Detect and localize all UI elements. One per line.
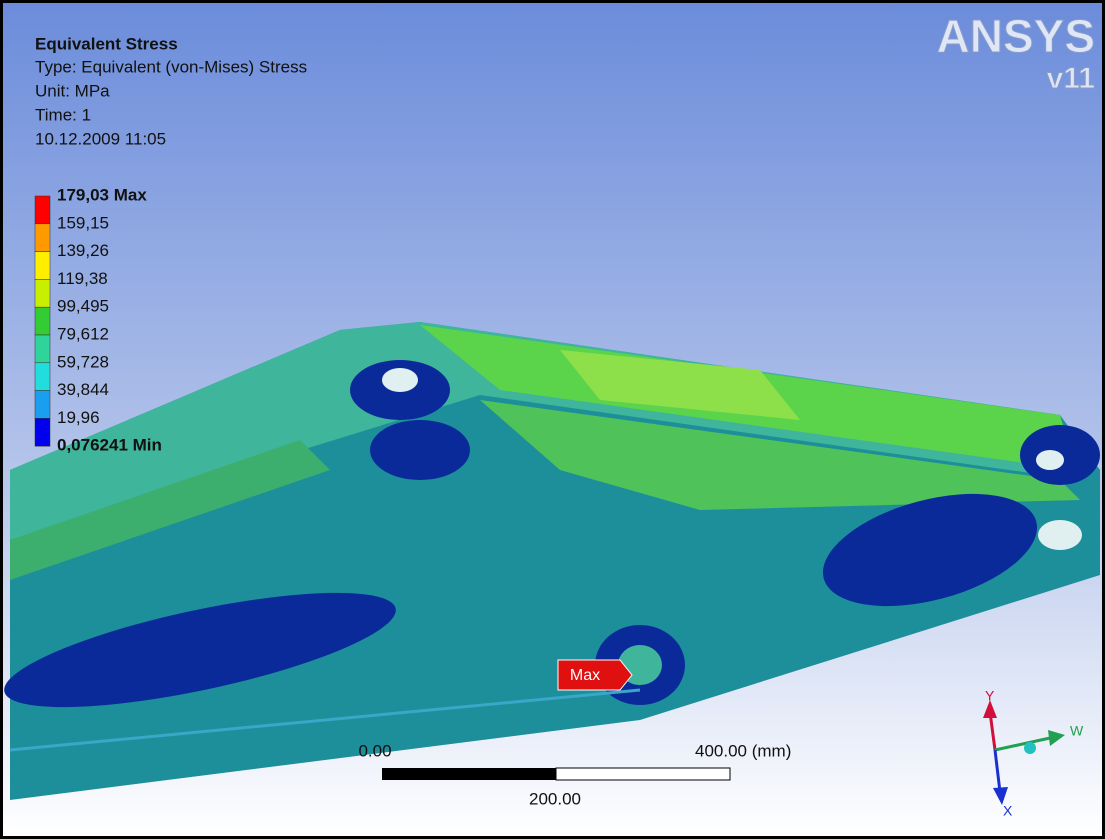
header-line: Unit: MPa [35,81,110,100]
triad-label: X [1003,803,1013,819]
header-line: Type: Equivalent (von-Mises) Stress [35,57,307,76]
result-title: Equivalent Stress [35,34,178,53]
legend-label: 159,15 [57,213,109,232]
legend-label: 19,96 [57,408,100,427]
legend-swatch [35,279,50,307]
legend-label: 59,728 [57,352,109,371]
legend-label: 139,26 [57,241,109,260]
legend-swatch [35,224,50,252]
scale-start: 0.00 [358,741,391,760]
legend-label: 179,03 Max [57,185,147,204]
triad-label: W [1070,723,1084,739]
legend-label: 0,076241 Min [57,436,162,455]
header-line: 10.12.2009 11:05 [35,129,166,148]
legend-swatch [35,252,50,280]
legend-swatch [35,307,50,335]
viewport: Equivalent Stress Type: Equivalent (von-… [0,0,1105,839]
scale-end: 400.00 (mm) [695,741,791,760]
legend-label: 119,38 [57,269,108,288]
legend-label: 99,495 [57,297,109,316]
probe-label: Max [570,667,600,684]
legend-label: 79,612 [57,324,109,343]
legend-swatch [35,391,50,419]
legend-swatch [35,418,50,446]
scale-bar-dark [382,768,556,780]
scene: Equivalent Stress Type: Equivalent (von-… [0,0,1105,839]
logo-version: v11 [1047,62,1095,95]
header-line: Time: 1 [35,105,91,124]
legend-swatch [35,363,50,391]
scale-bar-light [556,768,730,780]
logo-brand: ANSYS [937,10,1095,62]
scale-middle: 200.00 [529,789,581,808]
legend-swatch [35,196,50,224]
triad-label: Y [985,688,995,704]
legend-label: 39,844 [57,380,109,399]
legend-swatch [35,335,50,363]
